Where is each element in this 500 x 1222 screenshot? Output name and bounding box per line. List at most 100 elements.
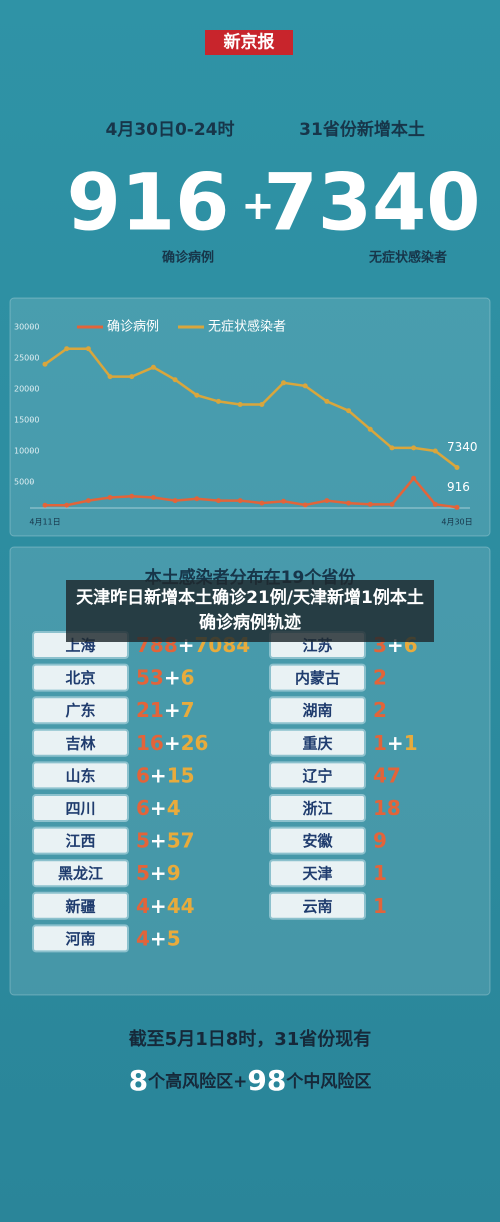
point bbox=[259, 500, 265, 506]
table-panel bbox=[9, 546, 491, 996]
point bbox=[324, 398, 330, 404]
confirmed-total: 916 bbox=[67, 158, 230, 248]
footer-risk: 8个高风险区+98个中风险区 bbox=[129, 1064, 372, 1097]
province-box bbox=[32, 728, 129, 757]
province-name: 天津 bbox=[302, 865, 332, 883]
y-tick-label: 20000 bbox=[14, 385, 39, 394]
y-tick-label: 10000 bbox=[14, 447, 39, 456]
separator: + bbox=[164, 730, 181, 754]
count: 6 bbox=[136, 796, 150, 820]
province-name: 内蒙古 bbox=[295, 669, 340, 687]
province-name: 河南 bbox=[65, 930, 95, 948]
province-box bbox=[32, 924, 129, 953]
province-box bbox=[269, 696, 366, 725]
separator: + bbox=[150, 926, 167, 950]
point bbox=[237, 498, 243, 504]
count: 4 bbox=[136, 926, 150, 950]
separator: + bbox=[150, 763, 167, 787]
province-count: 2 bbox=[373, 698, 387, 722]
count: 5 bbox=[136, 861, 150, 885]
count: 2 bbox=[373, 698, 387, 722]
province-count: 1+1 bbox=[373, 730, 418, 754]
province-box bbox=[32, 859, 129, 888]
separator: + bbox=[150, 861, 167, 885]
count: 26 bbox=[181, 730, 209, 754]
province-count: 1 bbox=[373, 861, 387, 885]
count: 16 bbox=[136, 730, 164, 754]
count: 21 bbox=[136, 698, 164, 722]
y-tick-label: 25000 bbox=[14, 354, 39, 363]
count: 1 bbox=[373, 730, 387, 754]
footer-line: 截至5月1日8时，31省份现有 bbox=[129, 1028, 372, 1050]
point bbox=[411, 445, 417, 451]
province-box bbox=[32, 794, 129, 822]
series-line bbox=[44, 347, 458, 469]
province-box bbox=[269, 761, 366, 790]
province-count: 4+5 bbox=[136, 926, 181, 950]
count: 5 bbox=[167, 926, 181, 950]
point bbox=[454, 464, 460, 470]
y-tick-label: 30000 bbox=[14, 323, 39, 332]
separator: + bbox=[150, 893, 167, 917]
province-box bbox=[269, 728, 366, 757]
province-count: 21+7 bbox=[136, 698, 195, 722]
province-box bbox=[269, 794, 366, 822]
point bbox=[172, 498, 178, 504]
province-name: 新疆 bbox=[65, 897, 95, 915]
point bbox=[411, 475, 417, 481]
province-count: 5+9 bbox=[136, 861, 181, 885]
point bbox=[367, 426, 373, 432]
count: 6 bbox=[136, 763, 150, 787]
point bbox=[64, 502, 70, 508]
confirmed-label: 确诊病例 bbox=[162, 250, 214, 266]
point bbox=[432, 501, 438, 507]
count: 53 bbox=[136, 665, 164, 689]
separator: + bbox=[164, 698, 181, 722]
caption: 天津昨日新增本土确诊21例/天津新增1例本土确诊病例轨迹 bbox=[66, 580, 434, 642]
count: 7 bbox=[181, 698, 195, 722]
province-count: 9 bbox=[373, 828, 387, 852]
point bbox=[194, 392, 200, 398]
count: 18 bbox=[373, 796, 401, 820]
province-name: 吉林 bbox=[65, 734, 96, 752]
count: 1 bbox=[373, 861, 387, 885]
point bbox=[215, 498, 221, 504]
count: 9 bbox=[373, 828, 387, 852]
separator: + bbox=[164, 665, 181, 689]
point bbox=[302, 502, 308, 508]
mid-count: 98 bbox=[247, 1064, 286, 1097]
point bbox=[85, 346, 91, 352]
point bbox=[129, 374, 135, 380]
separator: + bbox=[387, 730, 404, 754]
point bbox=[42, 361, 48, 367]
province-count: 2 bbox=[373, 665, 387, 689]
point bbox=[107, 374, 113, 380]
legend-label: 确诊病例 bbox=[107, 320, 159, 335]
asymptomatic-label: 无症状感染者 bbox=[368, 250, 447, 266]
point bbox=[432, 448, 438, 454]
plus: + bbox=[241, 183, 275, 229]
logo-box bbox=[205, 30, 293, 55]
point bbox=[42, 502, 48, 508]
high-label: 个高风险区+ bbox=[147, 1071, 247, 1092]
province-name: 湖南 bbox=[302, 702, 332, 720]
province-box bbox=[269, 891, 366, 920]
x-tick-label: 4月11日 bbox=[29, 518, 60, 527]
province-name: 浙江 bbox=[302, 800, 332, 818]
series-line bbox=[45, 476, 458, 509]
point bbox=[454, 504, 460, 510]
count: 2 bbox=[373, 665, 387, 689]
province-name: 北京 bbox=[65, 669, 95, 687]
count: 1 bbox=[404, 730, 418, 754]
date: 4月30日0-24时 bbox=[105, 120, 234, 140]
count: 15 bbox=[167, 763, 195, 787]
count: 57 bbox=[167, 828, 195, 852]
point bbox=[215, 398, 221, 404]
point bbox=[346, 500, 352, 506]
count: 1 bbox=[373, 893, 387, 917]
province-count: 47 bbox=[373, 763, 401, 787]
x-tick-label: 4月30日 bbox=[441, 518, 472, 527]
separator: + bbox=[150, 796, 167, 820]
province-count: 5+57 bbox=[136, 828, 195, 852]
